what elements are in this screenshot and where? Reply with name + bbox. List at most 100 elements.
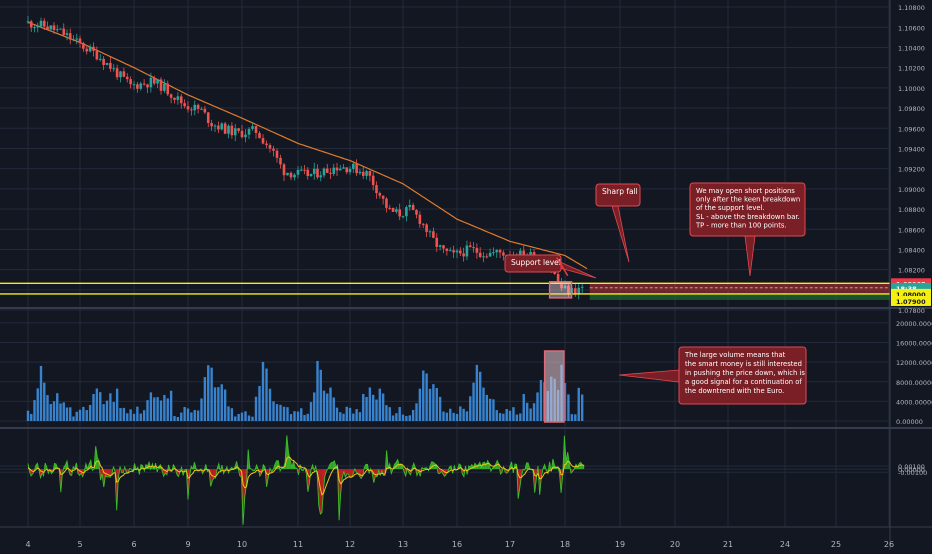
volume-bar-152 bbox=[536, 392, 538, 421]
volume-bar-7 bbox=[50, 404, 52, 421]
volume-bar-39 bbox=[156, 397, 158, 421]
candle-42 bbox=[166, 81, 169, 97]
candle-69 bbox=[258, 131, 261, 138]
candle-body bbox=[276, 151, 279, 158]
breakdown-highlight-box bbox=[550, 282, 572, 298]
volume-bar-25 bbox=[109, 393, 111, 421]
x-tick-label: 4 bbox=[25, 540, 30, 549]
volume-bar-131 bbox=[466, 411, 468, 421]
x-tick-label: 6 bbox=[131, 540, 136, 549]
sell-zone bbox=[590, 283, 890, 294]
volume-bar-145 bbox=[512, 407, 514, 421]
volume-bar-18 bbox=[86, 410, 88, 421]
candle-body bbox=[170, 94, 173, 97]
candle-body bbox=[359, 172, 362, 173]
volume-bar-32 bbox=[133, 414, 135, 421]
candle-6 bbox=[46, 22, 49, 31]
candle-body bbox=[46, 26, 49, 29]
volume-bar-90 bbox=[329, 388, 331, 421]
volume-bar-115 bbox=[412, 410, 414, 421]
large-volume-callout-text-line: the smart money is still interested bbox=[685, 360, 802, 368]
volume-bar-0 bbox=[27, 411, 29, 421]
candle-137 bbox=[486, 253, 489, 258]
candle-body bbox=[415, 210, 418, 215]
candle-body bbox=[272, 149, 275, 151]
candle-body bbox=[336, 168, 339, 171]
volume-bar-9 bbox=[56, 393, 58, 421]
candle-15 bbox=[75, 34, 78, 44]
volume-bar-70 bbox=[262, 362, 264, 421]
candle-body bbox=[123, 71, 126, 76]
candle-body bbox=[581, 287, 584, 288]
candle-139 bbox=[492, 247, 495, 255]
candle-77 bbox=[286, 173, 289, 176]
candle-body bbox=[342, 167, 345, 168]
candle-body bbox=[30, 21, 33, 27]
candle-body bbox=[577, 288, 580, 294]
volume-bar-114 bbox=[409, 415, 411, 421]
candle-body bbox=[369, 171, 372, 176]
candle-body bbox=[456, 251, 459, 253]
candle-body bbox=[43, 21, 46, 27]
candle-98 bbox=[355, 159, 358, 176]
candle-body bbox=[183, 103, 186, 106]
volume-bar-107 bbox=[385, 405, 387, 421]
volume-bar-98 bbox=[355, 409, 357, 421]
candle-body bbox=[459, 251, 462, 254]
target-zones bbox=[590, 283, 890, 300]
candle-body bbox=[197, 105, 200, 109]
volume-bar-147 bbox=[519, 413, 521, 421]
volume-bar-140 bbox=[496, 410, 498, 421]
volume-bar-43 bbox=[170, 391, 172, 421]
volume-bar-117 bbox=[419, 389, 421, 421]
candle-109 bbox=[392, 208, 395, 212]
volume-bar-3 bbox=[37, 388, 39, 421]
candle-body bbox=[156, 79, 159, 83]
volume-bar-26 bbox=[113, 402, 115, 421]
candle-92 bbox=[336, 163, 339, 176]
price-tick-label: 1.10600 bbox=[898, 24, 925, 32]
volume-bar-85 bbox=[313, 392, 315, 421]
volume-bar-41 bbox=[163, 395, 165, 421]
candle-88 bbox=[323, 167, 326, 178]
volume-bar-138 bbox=[489, 399, 491, 421]
x-tick-label: 18 bbox=[560, 540, 570, 549]
volume-bar-51 bbox=[197, 410, 199, 421]
volume-bar-80 bbox=[297, 412, 299, 421]
candle-127 bbox=[452, 246, 455, 258]
candle-54 bbox=[207, 112, 210, 127]
candle-76 bbox=[283, 163, 286, 181]
candle-body bbox=[220, 123, 223, 129]
volume-bar-12 bbox=[66, 407, 68, 421]
candle-78 bbox=[290, 172, 293, 181]
candle-body bbox=[297, 170, 300, 175]
price-tick-label: 1.09600 bbox=[898, 125, 925, 133]
candle-30 bbox=[126, 73, 129, 82]
candle-body bbox=[395, 209, 398, 211]
candle-body bbox=[146, 84, 149, 87]
volume-bar-53 bbox=[204, 377, 206, 421]
candle-body bbox=[439, 245, 442, 247]
volume-bar-111 bbox=[398, 407, 400, 421]
volume-bar-76 bbox=[283, 407, 285, 421]
volume-bar-161 bbox=[567, 394, 569, 421]
candle-10 bbox=[59, 28, 62, 29]
short-positions-callout-text-line: of the support level. bbox=[696, 204, 765, 212]
candle-body bbox=[251, 126, 254, 129]
x-tick-label: 21 bbox=[723, 540, 733, 549]
candle-79 bbox=[293, 173, 296, 180]
volume-bar-47 bbox=[183, 407, 185, 421]
volume-bar-45 bbox=[177, 417, 179, 421]
volume-bar-132 bbox=[469, 396, 471, 421]
candle-36 bbox=[146, 84, 149, 93]
volume-bar-163 bbox=[574, 414, 576, 421]
candle-body bbox=[495, 250, 498, 252]
x-tick-label: 10 bbox=[237, 540, 247, 549]
candle-body bbox=[234, 128, 237, 135]
oscillator bbox=[28, 435, 584, 524]
volume-bar-97 bbox=[352, 414, 354, 421]
candle-136 bbox=[482, 252, 485, 262]
